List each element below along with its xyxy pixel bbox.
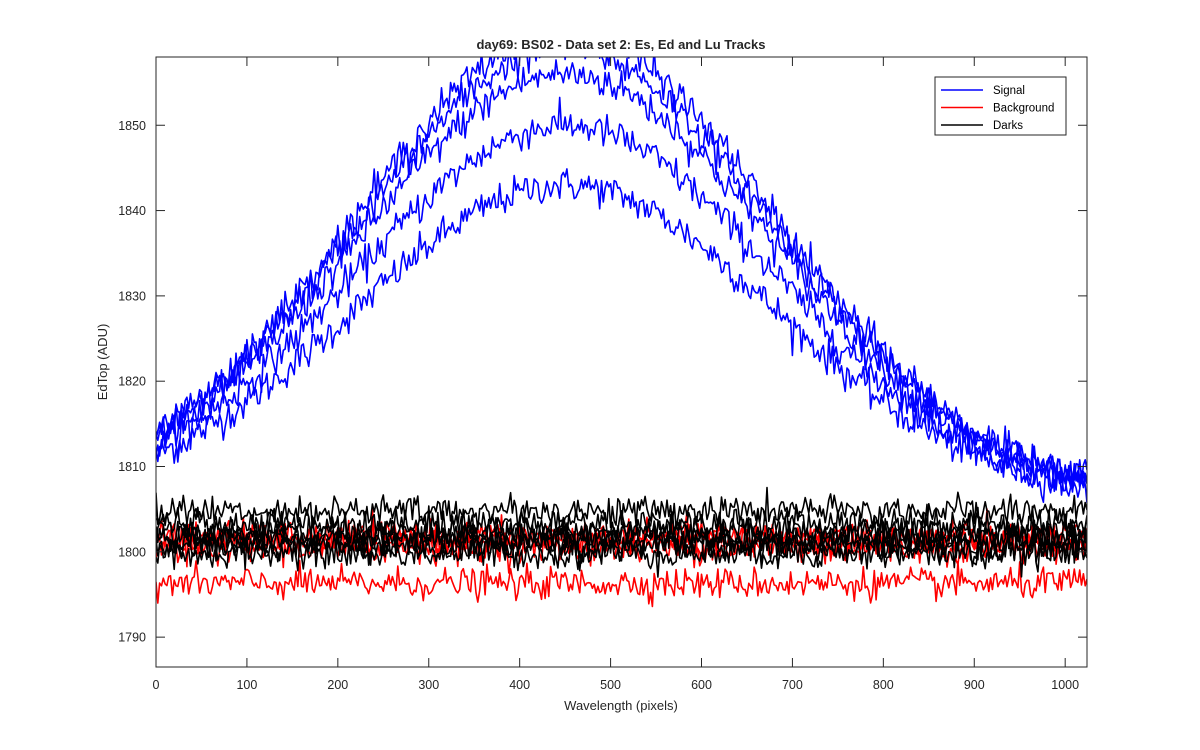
x-tick-label: 1000 xyxy=(1051,678,1079,692)
x-tick-label: 200 xyxy=(327,678,348,692)
x-tick-label: 900 xyxy=(964,678,985,692)
x-tick-label: 600 xyxy=(691,678,712,692)
legend-box xyxy=(934,76,1067,136)
y-axis: 1790 1800 1810 1820 1830 1840 1850 xyxy=(118,119,1087,645)
x-tick-label: 400 xyxy=(509,678,530,692)
x-axis: 0 100 200 300 400 500 600 700 800 900 1000 xyxy=(153,57,1079,692)
legend: Signal Background Darks xyxy=(934,76,1067,136)
series-signal-track-3 xyxy=(156,59,1087,491)
x-axis-label: Wavelength (pixels) xyxy=(564,698,678,713)
x-tick-label: 100 xyxy=(236,678,257,692)
y-tick-label: 1850 xyxy=(118,119,146,133)
legend-label-signal: Signal xyxy=(993,85,1025,97)
x-tick-label: 0 xyxy=(153,678,160,692)
plot-frame xyxy=(155,56,1088,668)
plot-area xyxy=(156,57,1087,667)
legend-label-background: Background xyxy=(993,103,1054,115)
series-darks-track-2 xyxy=(156,525,1087,572)
y-tick-label: 1790 xyxy=(118,631,146,645)
y-axis-label: EdTop (ADU) xyxy=(95,324,110,401)
series-layer xyxy=(156,57,1087,608)
y-tick-label: 1830 xyxy=(118,289,146,303)
y-tick-label: 1820 xyxy=(118,375,146,389)
series-darks-track-6 xyxy=(156,503,1087,546)
x-tick-label: 300 xyxy=(418,678,439,692)
y-tick-label: 1840 xyxy=(118,204,146,218)
x-tick-label: 500 xyxy=(600,678,621,692)
series-signal-track-1 xyxy=(156,168,1087,503)
series-background-track-1 xyxy=(156,559,1087,608)
legend-label-darks: Darks xyxy=(993,120,1023,132)
y-tick-label: 1800 xyxy=(118,545,146,559)
chart-title: day69: BS02 - Data set 2: Es, Ed and Lu … xyxy=(476,37,765,52)
series-darks-track-7 xyxy=(156,486,1087,535)
series-signal-track-5 xyxy=(156,57,1087,496)
x-tick-label: 700 xyxy=(782,678,803,692)
y-tick-label: 1810 xyxy=(118,460,146,474)
x-tick-label: 800 xyxy=(873,678,894,692)
